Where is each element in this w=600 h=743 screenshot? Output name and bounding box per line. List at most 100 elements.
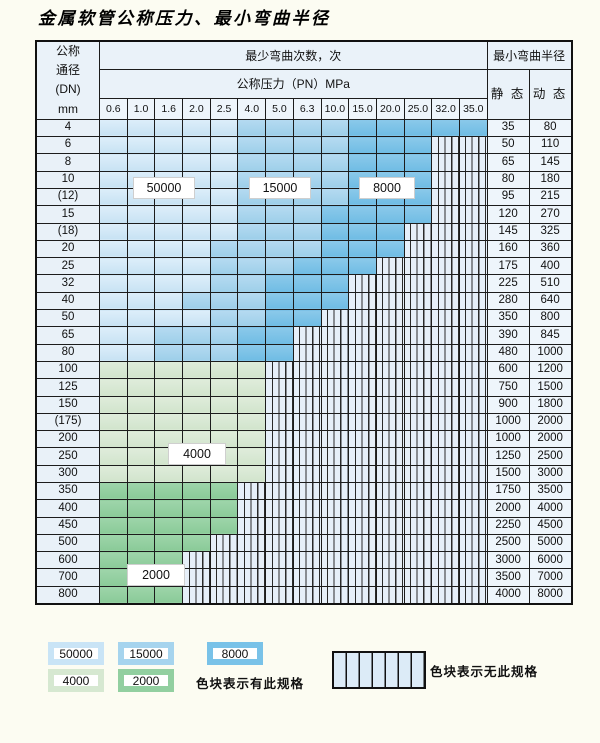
- spec-cell-no-spec: [431, 205, 460, 224]
- spec-cell-no-spec: [431, 360, 460, 380]
- spec-cell-4000: [237, 395, 267, 414]
- spec-cell-15000: [237, 309, 267, 328]
- spec-cell-50000: [99, 309, 128, 328]
- spec-cell-8000: [265, 309, 294, 328]
- spec-cell-no-spec: [292, 568, 322, 587]
- spec-cell-no-spec: [403, 481, 433, 501]
- static-radius-value: 145: [486, 222, 530, 241]
- spec-cell-no-spec: [458, 326, 488, 345]
- spec-cell-no-spec: [403, 274, 433, 293]
- spec-cell-2000: [209, 481, 239, 501]
- spec-cell-4000: [126, 447, 156, 466]
- spec-cell-no-spec: [237, 551, 267, 570]
- cycles-label-2000: 2000: [127, 564, 185, 586]
- spec-cell-15000: [237, 274, 267, 293]
- spec-cell-no-spec: [431, 170, 460, 189]
- spec-cell-no-spec: [292, 551, 322, 570]
- spec-table: 公称 通径 (DN) mm 最少弯曲次数，次 最小弯曲半径 公称压力（PN）MPa 静 态动 …: [35, 40, 573, 606]
- spec-cell-15000: [182, 291, 211, 311]
- spec-cell-no-spec: [209, 551, 239, 570]
- spec-cell-15000: [320, 118, 350, 138]
- spec-cell-no-spec: [265, 378, 294, 397]
- dynamic-radius-value: 800: [528, 309, 573, 328]
- pressure-tick: 1.0: [126, 97, 156, 120]
- spec-cell-no-spec: [431, 533, 460, 553]
- dn-value: 200: [35, 430, 100, 449]
- spec-cell-50000: [126, 205, 156, 224]
- pressure-tick: 1.6: [154, 97, 184, 120]
- pressure-tick: 2.0: [182, 97, 211, 120]
- spec-cell-no-spec: [403, 533, 433, 553]
- legend-no-spec-hatch-swatch: [332, 651, 426, 689]
- static-radius-value: 50: [486, 136, 530, 155]
- table-row: 25 175 400: [35, 257, 573, 276]
- dn-value: 25: [35, 257, 100, 276]
- spec-cell-50000: [126, 239, 156, 259]
- spec-cell-8000: [292, 309, 322, 328]
- spec-cell-no-spec: [458, 360, 488, 380]
- spec-cell-no-spec: [348, 568, 377, 587]
- spec-cell-2000: [126, 533, 156, 553]
- spec-cell-no-spec: [320, 395, 350, 414]
- spec-cell-8000: [237, 326, 267, 345]
- spec-cell-15000: [209, 291, 239, 311]
- spec-cell-no-spec: [375, 395, 405, 414]
- spec-cell-2000: [99, 481, 128, 501]
- spec-cell-50000: [182, 118, 211, 138]
- spec-cell-2000: [99, 585, 128, 605]
- spec-cell-4000: [126, 412, 156, 432]
- spec-cell-no-spec: [431, 481, 460, 501]
- spec-cell-no-spec: [320, 309, 350, 328]
- pressure-tick: 5.0: [265, 97, 294, 120]
- spec-cell-no-spec: [348, 309, 377, 328]
- spec-cell-no-spec: [320, 585, 350, 605]
- spec-cell-15000: [209, 257, 239, 276]
- dynamic-radius-value: 215: [528, 187, 573, 207]
- dynamic-radius-value: 1800: [528, 395, 573, 414]
- dynamic-radius-value: 145: [528, 153, 573, 172]
- pressure-tick: 2.5: [209, 97, 239, 120]
- spec-cell-no-spec: [431, 274, 460, 293]
- spec-cell-8000: [320, 239, 350, 259]
- spec-cell-no-spec: [403, 447, 433, 466]
- spec-cell-no-spec: [403, 430, 433, 449]
- spec-cell-15000: [237, 257, 267, 276]
- legend-has-spec-text: 色块表示有此规格: [196, 677, 305, 691]
- spec-cell-15000: [292, 136, 322, 155]
- table-row: 350 1750 3500: [35, 481, 573, 501]
- spec-cell-15000: [292, 118, 322, 138]
- spec-cell-no-spec: [458, 464, 488, 483]
- spec-cell-no-spec: [431, 187, 460, 207]
- spec-cell-no-spec: [403, 585, 433, 605]
- dn-value: 10: [35, 170, 100, 189]
- cycles-label-50000: 50000: [133, 177, 195, 199]
- spec-cell-4000: [126, 430, 156, 449]
- spec-cell-2000: [182, 499, 211, 518]
- spec-cell-50000: [99, 205, 128, 224]
- spec-cell-4000: [99, 430, 128, 449]
- spec-cell-15000: [237, 118, 267, 138]
- spec-cell-no-spec: [292, 395, 322, 414]
- dn-value: 32: [35, 274, 100, 293]
- spec-cell-4000: [99, 464, 128, 483]
- spec-cell-no-spec: [403, 568, 433, 587]
- spec-cell-no-spec: [431, 568, 460, 587]
- spec-cell-no-spec: [292, 516, 322, 535]
- spec-cell-4000: [209, 360, 239, 380]
- spec-cell-8000: [265, 274, 294, 293]
- spec-cell-2000: [126, 499, 156, 518]
- spec-cell-15000: [237, 239, 267, 259]
- spec-cell-2000: [99, 551, 128, 570]
- spec-cell-50000: [209, 205, 239, 224]
- spec-cell-no-spec: [265, 585, 294, 605]
- spec-cell-no-spec: [265, 464, 294, 483]
- spec-cell-no-spec: [320, 568, 350, 587]
- table-row: 125 750 1500: [35, 378, 573, 397]
- dynamic-radius-value: 3500: [528, 481, 573, 501]
- pressure-tick: 35.0: [458, 97, 488, 120]
- spec-cell-no-spec: [403, 309, 433, 328]
- spec-cell-2000: [126, 516, 156, 535]
- spec-cell-no-spec: [265, 395, 294, 414]
- static-radius-value: 1000: [486, 430, 530, 449]
- spec-cell-4000: [154, 464, 184, 483]
